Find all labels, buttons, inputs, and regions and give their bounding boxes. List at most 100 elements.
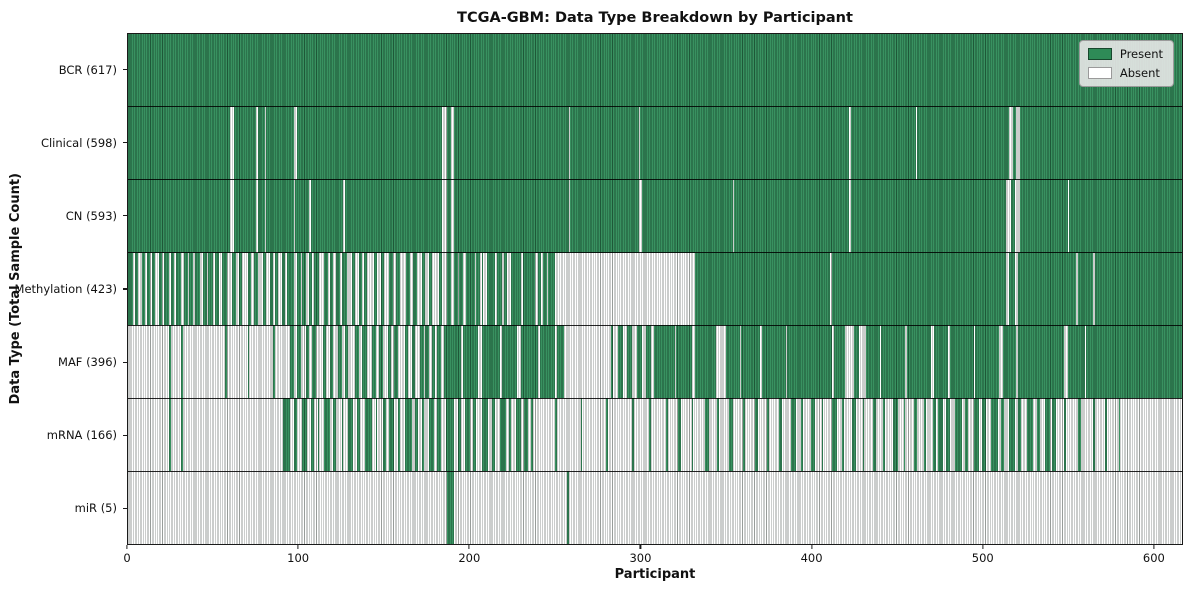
absent-run: [1016, 325, 1018, 399]
absent-run: [1076, 252, 1078, 326]
x-tick-mark: [297, 545, 299, 549]
present-run: [397, 398, 400, 472]
present-run: [332, 398, 337, 472]
absent-run: [187, 252, 190, 326]
absent-run: [541, 252, 544, 326]
absent-run: [348, 325, 356, 399]
legend-label-present: Present: [1119, 47, 1163, 61]
row-separator: [128, 470, 1182, 472]
present-run: [606, 398, 609, 472]
absent-run: [230, 106, 234, 180]
y-axis: BCR (617) Clinical (598) CN (593) Methylati…: [0, 33, 127, 545]
present-run: [414, 398, 419, 472]
absent-run: [332, 325, 339, 399]
absent-run: [367, 252, 374, 326]
absent-run: [285, 252, 287, 326]
present-run: [168, 398, 171, 472]
present-run: [348, 398, 354, 472]
present-run: [831, 398, 837, 472]
absent-run: [274, 325, 291, 399]
present-run: [567, 471, 569, 544]
absent-run: [309, 179, 311, 253]
absent-run: [563, 325, 612, 399]
x-tick-label-600: 600: [1142, 551, 1165, 565]
absent-run: [256, 106, 258, 180]
absent-run: [440, 325, 445, 399]
absent-run: [520, 252, 523, 326]
absent-run: [1014, 252, 1018, 326]
absent-run: [478, 325, 482, 399]
present-run: [801, 398, 803, 472]
absent-run: [293, 325, 298, 399]
absent-run: [133, 252, 135, 326]
absent-run: [358, 325, 363, 399]
absent-run: [1067, 179, 1070, 253]
absent-run: [732, 179, 735, 253]
x-tick-label-0: 0: [123, 551, 131, 565]
present-run: [821, 398, 824, 472]
absent-run: [715, 325, 726, 399]
absent-run: [273, 252, 275, 326]
absent-run: [145, 252, 147, 326]
present-run: [982, 398, 986, 472]
absent-run: [568, 106, 571, 180]
absent-run: [442, 179, 448, 253]
heatmap-row-miR: [128, 471, 1182, 544]
present-run: [932, 398, 936, 472]
present-run: [742, 398, 745, 472]
heatmap-row-mRNA: [128, 398, 1182, 472]
absent-run: [128, 325, 169, 399]
absent-run: [199, 252, 204, 326]
absent-run: [1006, 179, 1012, 253]
absent-run: [397, 325, 405, 399]
absent-run: [879, 325, 882, 399]
present-run: [924, 398, 926, 472]
absent-run: [235, 252, 240, 326]
chart-title: TCGA-GBM: Data Type Breakdown by Partici…: [457, 10, 853, 26]
y-tick-mark: [123, 215, 127, 217]
present-run: [842, 398, 844, 472]
present-run: [1045, 398, 1051, 472]
present-run: [1077, 398, 1082, 472]
present-run: [754, 398, 759, 472]
y-tick-mark: [123, 288, 127, 290]
present-run: [729, 398, 733, 472]
present-run: [404, 398, 412, 472]
absent-run: [362, 252, 364, 326]
absent-run: [180, 252, 185, 326]
absent-run: [155, 252, 159, 326]
present-run: [1052, 398, 1056, 472]
present-run: [324, 398, 330, 472]
absent-run: [785, 325, 788, 399]
present-run: [445, 398, 455, 472]
row-separator: [128, 324, 1182, 326]
present-run: [937, 398, 943, 472]
absent-run: [250, 252, 255, 326]
absent-run: [150, 252, 152, 326]
absent-run: [293, 179, 296, 253]
absent-run: [534, 252, 538, 326]
present-run: [990, 398, 998, 472]
present-run: [954, 398, 962, 472]
absent-run: [138, 252, 142, 326]
absent-run: [293, 106, 298, 180]
present-run: [717, 398, 720, 472]
y-tick-label-CN: CN (593): [65, 208, 117, 223]
absent-run: [450, 179, 455, 253]
absent-run: [915, 106, 918, 180]
x-tick-mark: [982, 545, 984, 549]
absent-run: [930, 325, 935, 399]
heatmap-row-Methylation: [128, 252, 1182, 326]
legend: Present Absent: [1078, 40, 1174, 87]
absent-run: [450, 106, 455, 180]
absent-run: [242, 252, 248, 326]
absent-run: [830, 252, 832, 326]
present-run: [508, 398, 511, 472]
absent-run: [435, 325, 438, 399]
absent-run: [1006, 252, 1010, 326]
present-run: [678, 398, 682, 472]
absent-run: [312, 252, 315, 326]
absent-run: [305, 252, 310, 326]
absent-run: [442, 252, 448, 326]
present-run: [872, 398, 877, 472]
